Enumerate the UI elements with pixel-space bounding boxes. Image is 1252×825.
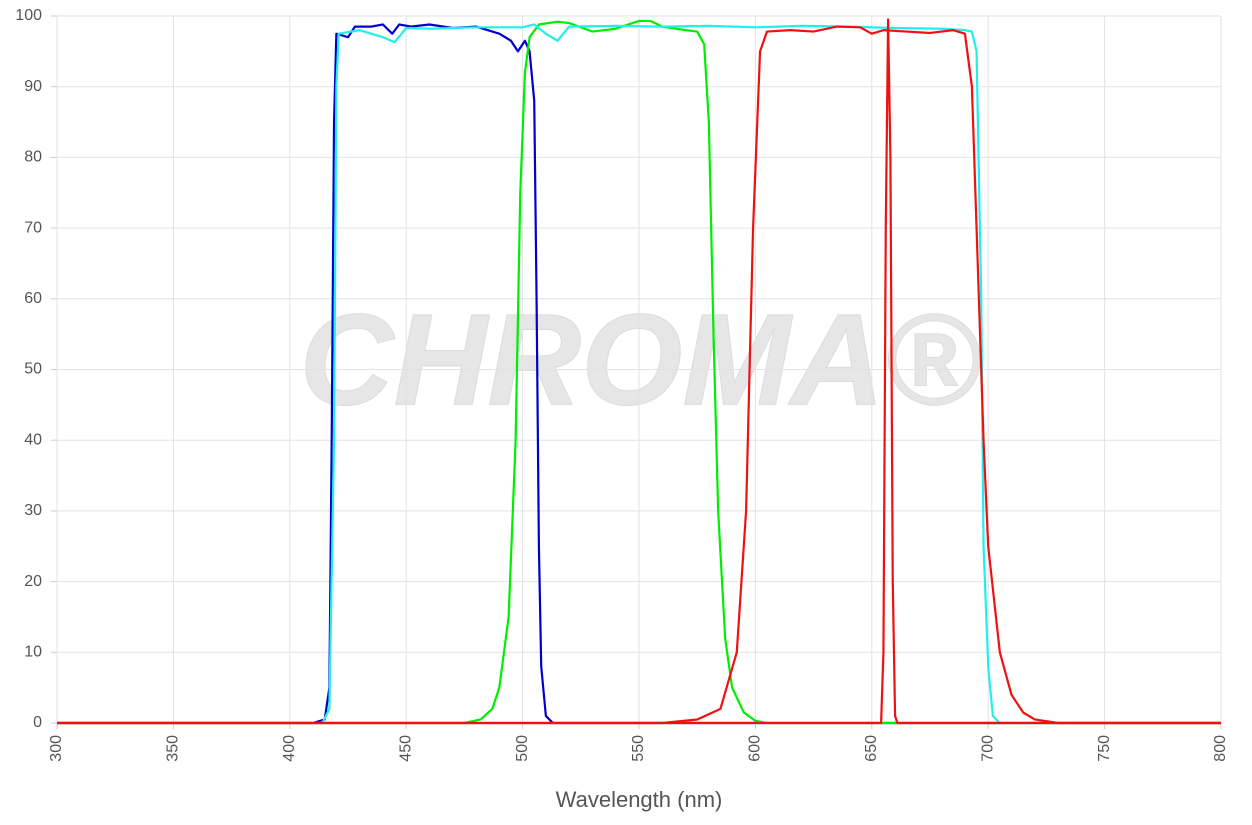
x-tick-label: 800 <box>1212 735 1229 762</box>
y-tick-label: 10 <box>24 644 42 661</box>
spectrum-line <box>57 25 1221 725</box>
x-tick-label: 400 <box>281 735 298 762</box>
x-tick-label: 550 <box>630 735 647 762</box>
y-tick-label: 40 <box>24 431 42 448</box>
x-tick-label: 500 <box>514 735 531 762</box>
x-tick-label: 750 <box>1096 735 1113 762</box>
spectrum-line <box>57 19 1221 725</box>
x-tick-label: 450 <box>397 735 414 762</box>
spectrum-line <box>57 18 1221 725</box>
y-tick-label: 80 <box>24 149 42 166</box>
x-tick-label: 350 <box>165 735 182 762</box>
x-axis-label: Wavelength (nm) <box>556 787 723 812</box>
y-tick-label: 100 <box>15 7 42 24</box>
x-tick-label: 600 <box>747 735 764 762</box>
y-tick-label: 50 <box>24 361 42 378</box>
spectrum-line <box>57 23 1221 725</box>
spectrum-line <box>57 23 1221 725</box>
watermark: CHROMA® <box>300 286 981 432</box>
y-tick-label: 30 <box>24 502 42 519</box>
x-tick-label: 650 <box>863 735 880 762</box>
y-tick-label: 60 <box>24 290 42 307</box>
y-tick-label: 90 <box>24 78 42 95</box>
x-tick-label: 700 <box>979 735 996 762</box>
y-tick-label: 70 <box>24 219 42 236</box>
y-tick-label: 20 <box>24 573 42 590</box>
x-tick-label: 300 <box>48 735 65 762</box>
y-tick-label: 0 <box>33 714 42 731</box>
